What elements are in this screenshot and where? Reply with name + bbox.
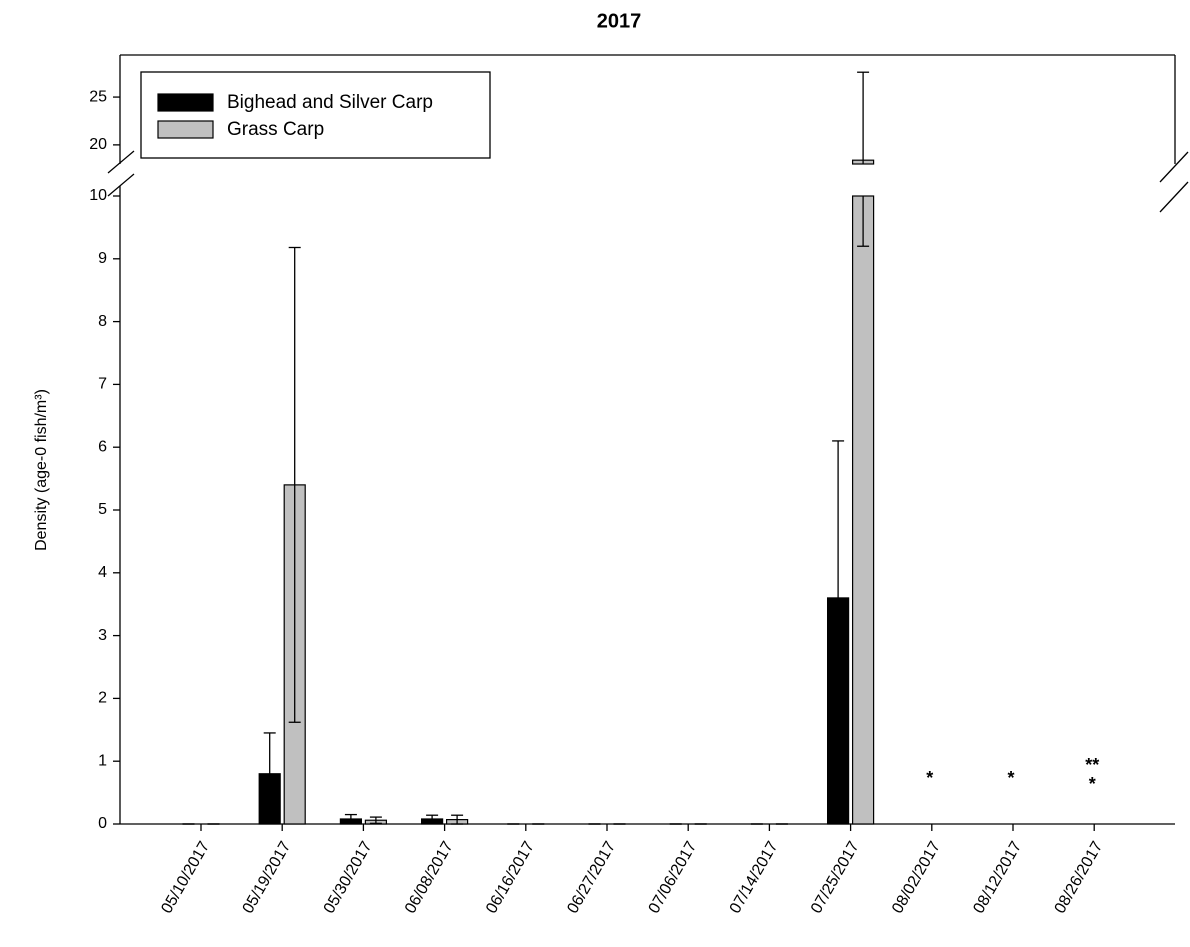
y-tick-label: 2: [98, 690, 107, 707]
y-tick-label: 8: [98, 313, 107, 330]
y-axis-label: Density (age-0 fish/m³): [33, 389, 50, 551]
y-tick-label: 25: [89, 88, 107, 105]
y-tick-label: 7: [98, 376, 107, 393]
y-tick-label: 1: [98, 752, 107, 769]
x-tick-label: 05/30/2017: [321, 839, 376, 917]
legend-box: [140, 71, 491, 159]
x-tick-label: 07/25/2017: [808, 839, 863, 917]
y-tick-label: 10: [89, 187, 107, 204]
y-tick-label: 9: [98, 250, 107, 267]
annotation: *: [926, 768, 933, 788]
axis-break: [1159, 181, 1189, 213]
y-tick-label: 6: [98, 438, 107, 455]
bar: [851, 195, 875, 825]
annotation: **: [1085, 755, 1099, 775]
x-tick-label: 05/19/2017: [240, 839, 295, 917]
axis-break: [107, 173, 135, 197]
y-tick-label: 0: [98, 815, 107, 832]
legend-label: Bighead and Silver Carp: [227, 92, 433, 113]
x-tick-label: 06/16/2017: [483, 839, 538, 917]
y-tick-label: 3: [98, 627, 107, 644]
x-tick-label: 05/10/2017: [158, 839, 213, 917]
legend-swatch: [157, 93, 214, 112]
axis-break: [107, 150, 135, 174]
axis-break: [1159, 151, 1189, 183]
x-tick-label: 07/14/2017: [727, 839, 782, 917]
x-tick-label: 06/08/2017: [402, 839, 457, 917]
x-tick-label: 08/26/2017: [1052, 839, 1107, 917]
y-tick-label: 20: [89, 136, 107, 153]
annotation: *: [1089, 774, 1096, 794]
legend-swatch: [157, 120, 214, 139]
x-tick-label: 07/06/2017: [646, 839, 701, 917]
x-tick-label: 06/27/2017: [564, 839, 619, 917]
chart-title: 2017: [597, 10, 642, 32]
y-tick-label: 5: [98, 501, 107, 518]
x-tick-label: 08/02/2017: [889, 839, 944, 917]
x-tick-label: 08/12/2017: [970, 839, 1025, 917]
y-tick-label: 4: [98, 564, 107, 581]
legend-label: Grass Carp: [227, 119, 324, 140]
annotation: *: [1007, 768, 1014, 788]
